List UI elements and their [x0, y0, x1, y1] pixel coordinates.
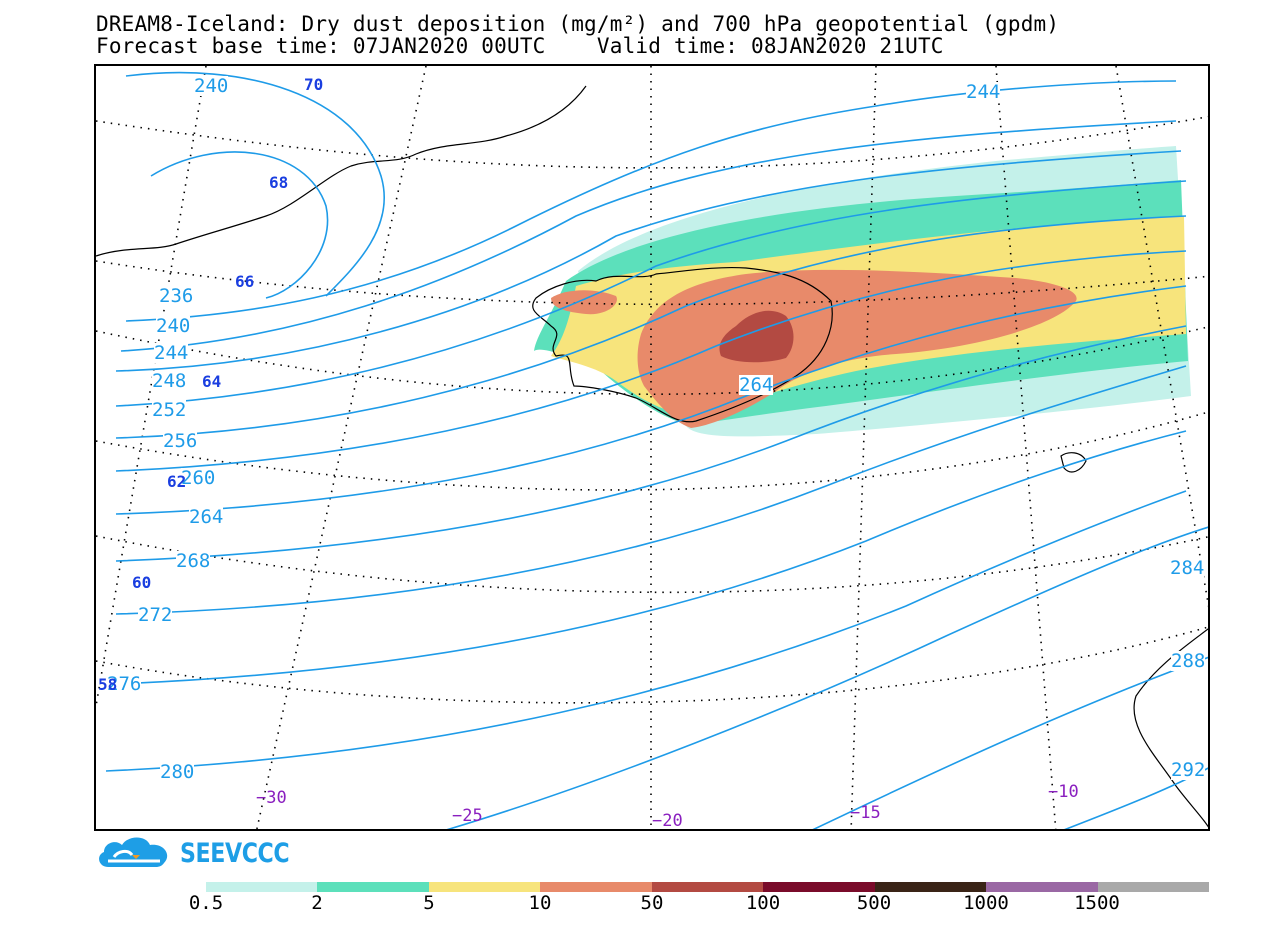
contour-label: 272 — [138, 604, 173, 626]
latitude-label: 68 — [269, 173, 289, 192]
contour-label: 256 — [163, 430, 198, 452]
contour-label: 240 — [156, 315, 191, 337]
latitude-label: 70 — [304, 75, 324, 94]
dust-plume — [534, 146, 1191, 437]
longitude-label: −15 — [850, 803, 881, 823]
legend-swatch — [1097, 882, 1209, 892]
longitude-label: −10 — [1048, 782, 1079, 802]
legend-swatch — [874, 882, 987, 892]
iceland-coast — [532, 266, 833, 423]
contour-label: 264 — [189, 506, 224, 528]
dust-band-10-west — [551, 290, 617, 315]
legend-swatch — [540, 882, 652, 892]
legend-swatch — [763, 882, 875, 892]
latitude-label: 62 — [167, 472, 187, 491]
latitude-label: 58 — [98, 675, 118, 694]
logo-text: SEEVCCC — [180, 837, 290, 869]
contour-label: 244 — [154, 342, 189, 364]
latitude-label: 66 — [235, 272, 255, 291]
legend-label: 1500 — [1074, 892, 1120, 914]
cloud-icon — [99, 837, 168, 867]
legend-label: 10 — [528, 892, 552, 914]
longitude-label: −20 — [652, 811, 683, 831]
legend-label: 1000 — [963, 892, 1009, 914]
legend-swatch — [206, 882, 318, 892]
seevccc-logo: SEEVCCC — [94, 835, 313, 871]
contour-label: 236 — [159, 285, 194, 307]
legend-label: 5 — [423, 892, 435, 914]
legend-label: 0.5 — [188, 892, 224, 914]
contour-label: 280 — [160, 761, 195, 783]
graticule — [96, 66, 1208, 829]
contour-label: 292 — [1171, 759, 1206, 781]
latitude-label: 64 — [202, 372, 222, 391]
contour-label: 264 — [739, 374, 774, 396]
chart-title: DREAM8-Iceland: Dry dust deposition (mg/… — [96, 12, 1060, 36]
contour-label: 268 — [176, 550, 211, 572]
contour-label: 240 — [194, 75, 229, 97]
greenland-coast — [96, 85, 587, 257]
latitude-label: 60 — [132, 573, 152, 592]
contour-label: 284 — [1170, 557, 1205, 579]
map-frame: 240 244 236 240 244 248 252 256 260 264 … — [94, 64, 1210, 831]
contour-label: 248 — [152, 370, 187, 392]
legend-colorbar — [206, 882, 1209, 892]
forecast-time-line: Forecast base time: 07JAN2020 00UTC Vali… — [96, 34, 944, 58]
legend-label: 100 — [745, 892, 781, 914]
map-canvas — [96, 66, 1208, 829]
legend-label: 500 — [856, 892, 892, 914]
contour-label: 260 — [181, 467, 216, 489]
legend-label: 2 — [311, 892, 323, 914]
longitude-label: −25 — [452, 806, 483, 826]
geopotential-contours — [105, 71, 1208, 829]
legend-swatch — [317, 882, 429, 892]
contour-label: 252 — [152, 399, 187, 421]
contour-label: 244 — [966, 81, 1001, 103]
legend-swatch — [428, 882, 541, 892]
legend-swatch — [651, 882, 764, 892]
contour-label: 276 — [107, 673, 142, 695]
faroe-coast — [1060, 452, 1087, 473]
longitude-label: −30 — [256, 788, 287, 808]
legend-swatch — [986, 882, 1098, 892]
contour-label: 288 — [1171, 650, 1206, 672]
legend-label: 50 — [640, 892, 664, 914]
